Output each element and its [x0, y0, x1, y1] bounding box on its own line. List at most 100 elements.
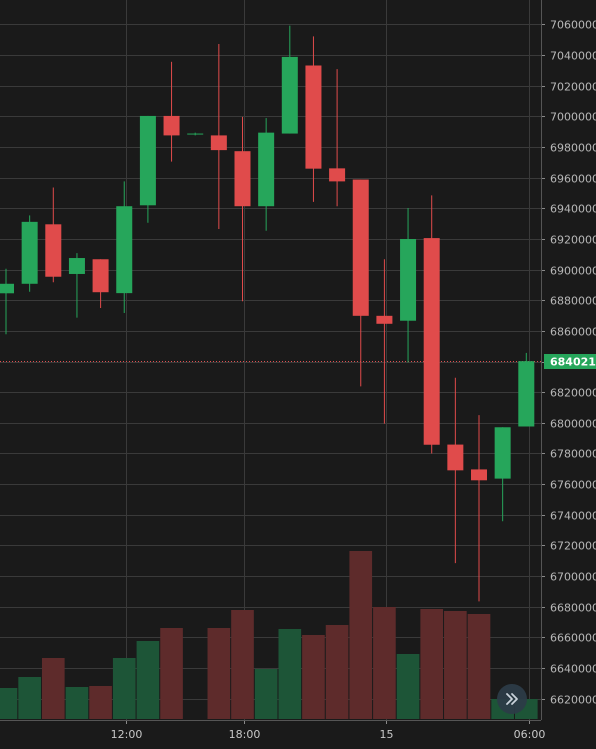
y-tick-label: 6780000: [550, 448, 596, 461]
y-tick-label: 6740000: [550, 510, 596, 523]
candle: [518, 352, 535, 427]
candle: [400, 208, 417, 363]
candle: [187, 132, 204, 136]
volume-bar: [396, 654, 420, 719]
candle-body: [329, 168, 346, 182]
candle: [281, 25, 298, 134]
y-tick-label: 6720000: [550, 540, 596, 553]
volume-bar: [207, 628, 231, 719]
candle-body: [518, 361, 535, 427]
y-tick-label: 7020000: [550, 81, 596, 94]
y-tick-label: 6820000: [550, 387, 596, 400]
time-axis[interactable]: 12:00 18:00 15 06:00: [0, 720, 545, 741]
candle-body: [92, 259, 109, 293]
candle: [329, 69, 346, 207]
y-tick-label: 6660000: [550, 632, 596, 645]
candle: [163, 61, 180, 162]
volume-bars: [0, 551, 538, 719]
volume-bar: [349, 551, 373, 719]
candle-body: [258, 132, 275, 207]
candle-body: [400, 239, 417, 321]
y-tick-label: 6680000: [550, 602, 596, 615]
volume-bar: [302, 635, 325, 719]
volume-bar: [112, 658, 136, 719]
candle-body: [0, 283, 14, 294]
x-tick-label: 18:00: [229, 728, 261, 741]
volume-bar: [136, 641, 160, 719]
candle-body: [139, 115, 156, 206]
candle-body: [187, 133, 204, 135]
last-price-tag: 6840210: [544, 354, 596, 369]
candle: [139, 115, 156, 223]
candle: [92, 259, 109, 309]
volume-bar: [160, 628, 183, 719]
y-tick-label: 6920000: [550, 234, 596, 247]
price-axis[interactable]: 6620000 6640000 6660000 6680000 6700000 67200…: [541, 0, 596, 720]
volume-bar: [420, 609, 444, 719]
candle-body: [447, 444, 464, 471]
candle-body: [163, 115, 180, 136]
candle: [352, 179, 369, 387]
scroll-to-realtime-button[interactable]: [497, 684, 527, 714]
y-tick-label: 7060000: [550, 19, 596, 32]
candle: [447, 377, 464, 564]
volume-bar: [325, 625, 349, 719]
y-tick-label: 6640000: [550, 663, 596, 676]
volume-bar: [444, 611, 467, 719]
x-tick-label: 12:00: [111, 728, 143, 741]
candle-body: [305, 65, 322, 169]
last-price-label: 6840210: [550, 356, 596, 369]
candle-body: [376, 315, 393, 324]
candle: [494, 427, 511, 522]
candles: [0, 25, 535, 602]
y-tick-label: 6940000: [550, 203, 596, 216]
candle-body: [45, 224, 62, 277]
x-tick-label: 06:00: [514, 728, 546, 741]
candle-body: [210, 135, 227, 151]
candle: [234, 116, 251, 302]
candle-body: [234, 151, 251, 207]
x-tick-label: 15: [380, 728, 394, 741]
y-tick-label: 6980000: [550, 142, 596, 155]
candle: [210, 44, 227, 230]
y-tick-label: 6700000: [550, 571, 596, 584]
y-tick-label: 6860000: [550, 326, 596, 339]
candle-body: [471, 469, 487, 481]
volume-bar: [373, 607, 396, 719]
volume-bar: [467, 614, 491, 719]
volume-bar: [89, 686, 112, 719]
volume-bar: [41, 658, 65, 719]
y-tick-label: 6620000: [550, 694, 596, 707]
candle: [116, 181, 133, 314]
candle-body: [281, 56, 298, 134]
candle-body: [68, 258, 85, 274]
volume-bar: [254, 669, 278, 719]
candle: [45, 187, 62, 283]
y-tick-label: 6900000: [550, 265, 596, 278]
candle: [21, 215, 38, 292]
y-tick-label: 6800000: [550, 418, 596, 431]
candle: [376, 259, 393, 424]
volume-bar: [231, 610, 254, 719]
candle: [305, 36, 322, 202]
y-tick-label: 6760000: [550, 479, 596, 492]
candle: [258, 118, 275, 231]
candle: [471, 415, 487, 602]
candle-body: [21, 221, 38, 284]
candle: [68, 253, 85, 318]
candle-body: [352, 179, 369, 316]
candle-body: [494, 427, 511, 479]
double-chevron-right-icon: [506, 693, 518, 705]
y-tick-label: 7040000: [550, 50, 596, 63]
candle-body: [423, 238, 440, 445]
candle: [423, 195, 440, 454]
volume-bar: [0, 688, 18, 719]
last-price-tag-background: [544, 354, 596, 369]
y-tick-label: 6880000: [550, 295, 596, 308]
volume-bar: [65, 687, 89, 719]
candle: [0, 268, 14, 335]
volume-bar: [278, 629, 302, 719]
volume-bar: [18, 677, 41, 719]
